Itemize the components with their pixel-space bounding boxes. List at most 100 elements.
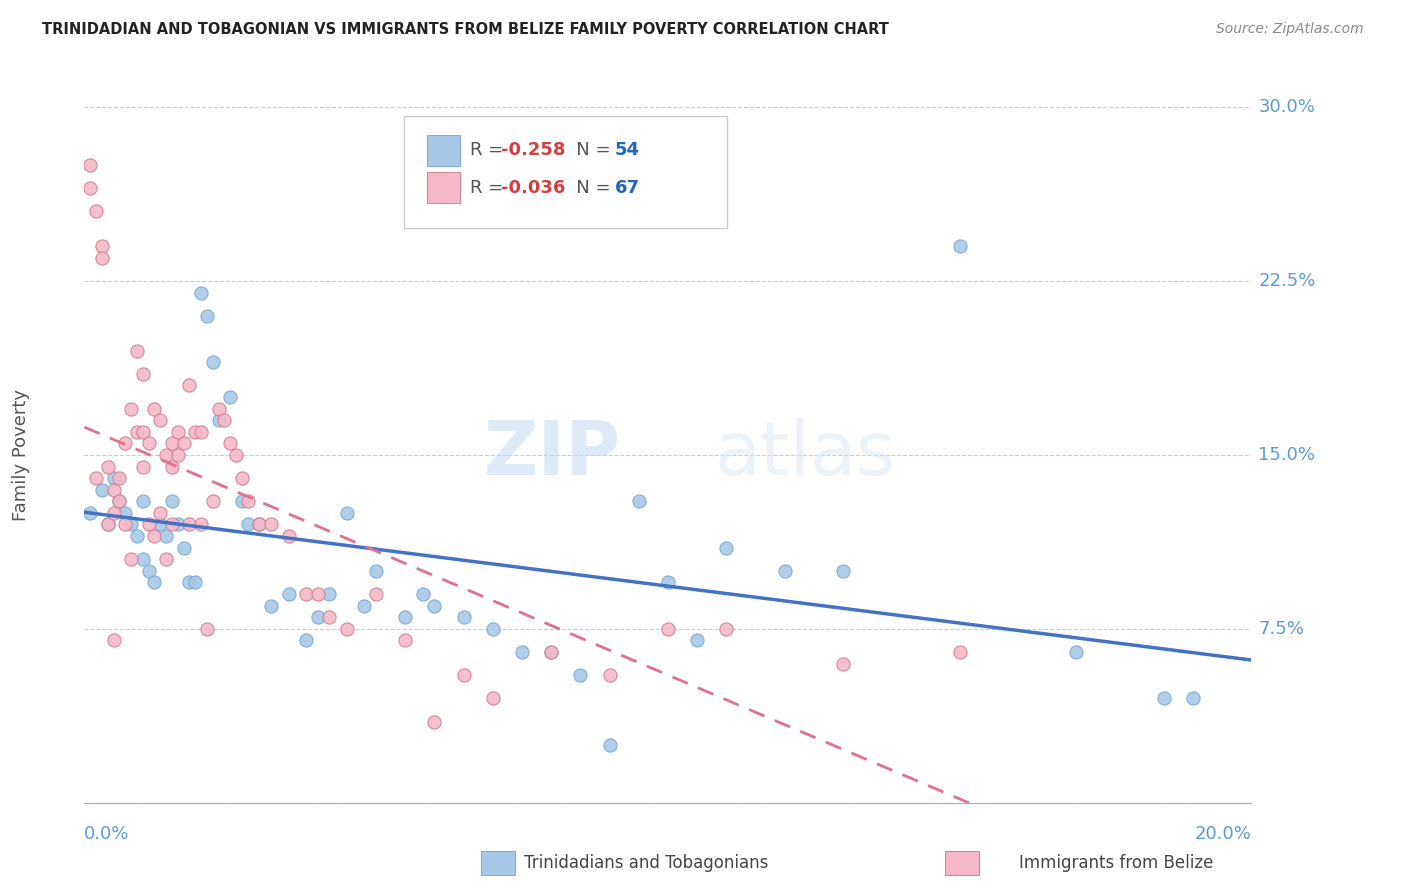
Point [90, 251, 112, 265]
Text: 15.0%: 15.0% [1258, 446, 1316, 464]
Point [173, 436, 195, 450]
Point [138, 517, 160, 532]
Point [125, 343, 148, 358]
Point [569, 668, 592, 682]
Point [540, 645, 562, 659]
Point [160, 436, 183, 450]
Point [132, 425, 155, 439]
Point [353, 599, 375, 613]
Point [318, 587, 340, 601]
Text: R =: R = [470, 179, 509, 197]
Point [90, 483, 112, 497]
Point [125, 425, 148, 439]
Point [1066, 645, 1088, 659]
Point [132, 552, 155, 566]
Text: ZIP: ZIP [484, 418, 621, 491]
Point [149, 517, 172, 532]
Point [423, 714, 446, 729]
Point [166, 517, 188, 532]
Point [225, 448, 247, 462]
Point [190, 285, 212, 300]
Text: 54: 54 [614, 142, 640, 160]
Point [219, 436, 242, 450]
Point [277, 587, 299, 601]
Point [599, 738, 621, 752]
Point [307, 610, 329, 624]
Point [231, 471, 253, 485]
Point [540, 645, 562, 659]
Text: N =: N = [558, 179, 616, 197]
Text: 30.0%: 30.0% [1258, 98, 1315, 116]
Point [231, 494, 253, 508]
Point [423, 599, 446, 613]
Point [84, 204, 107, 219]
Point [120, 552, 142, 566]
Text: Immigrants from Belize: Immigrants from Belize [1019, 855, 1213, 872]
Point [149, 506, 172, 520]
Point [138, 436, 160, 450]
Point [510, 645, 533, 659]
Point [160, 517, 183, 532]
Point [366, 587, 388, 601]
Point [114, 506, 136, 520]
Text: -0.036: -0.036 [501, 179, 565, 197]
Text: TRINIDADIAN AND TOBAGONIAN VS IMMIGRANTS FROM BELIZE FAMILY POVERTY CORRELATION : TRINIDADIAN AND TOBAGONIAN VS IMMIGRANTS… [42, 22, 889, 37]
Point [394, 610, 416, 624]
Point [190, 517, 212, 532]
Point [599, 668, 621, 682]
Point [184, 575, 207, 590]
Point [108, 494, 131, 508]
Point [714, 541, 737, 555]
Point [336, 506, 359, 520]
Point [79, 158, 101, 172]
Point [832, 564, 855, 578]
Point [103, 483, 125, 497]
Point [97, 517, 120, 532]
Point [179, 575, 201, 590]
Point [481, 622, 505, 636]
Point [307, 587, 329, 601]
Point [184, 425, 207, 439]
Point [143, 575, 166, 590]
Point [120, 517, 142, 532]
Point [714, 622, 737, 636]
Point [686, 633, 709, 648]
Point [318, 610, 340, 624]
Point [207, 413, 229, 427]
Point [394, 633, 416, 648]
Point [108, 494, 131, 508]
Point [236, 517, 259, 532]
Point [195, 309, 218, 323]
Point [179, 517, 201, 532]
Text: 20.0%: 20.0% [1195, 825, 1251, 843]
Point [247, 517, 270, 532]
Point [219, 390, 242, 404]
Point [108, 471, 131, 485]
Point [295, 587, 318, 601]
Point [412, 587, 434, 601]
Point [453, 668, 475, 682]
Point [201, 494, 224, 508]
Point [453, 610, 475, 624]
Point [120, 401, 142, 416]
Point [214, 413, 236, 427]
Point [627, 494, 650, 508]
Point [295, 633, 318, 648]
Point [132, 367, 155, 381]
Point [125, 529, 148, 543]
Text: 22.5%: 22.5% [1258, 272, 1316, 290]
Point [260, 517, 283, 532]
Point [277, 529, 299, 543]
Text: 7.5%: 7.5% [1258, 620, 1305, 638]
Point [1181, 691, 1204, 706]
Point [657, 575, 679, 590]
Point [79, 181, 101, 195]
Text: Family Poverty: Family Poverty [13, 389, 30, 521]
Point [948, 239, 970, 253]
Point [90, 239, 112, 253]
Point [773, 564, 796, 578]
Text: 67: 67 [614, 179, 640, 197]
Text: -0.258: -0.258 [501, 142, 565, 160]
Point [481, 691, 505, 706]
Point [114, 517, 136, 532]
